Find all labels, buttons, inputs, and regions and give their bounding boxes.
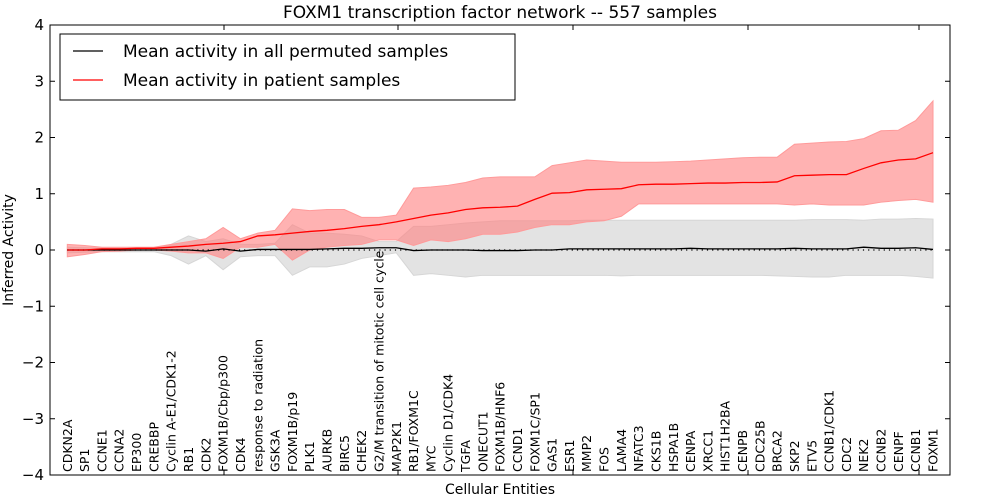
x-category-labels: CDKN2A SP1 CCNE1 CCNA2 EP300 CREBBP Cyclin A-E… xyxy=(60,250,941,473)
chart-title: FOXM1 transcription factor network -- 55… xyxy=(283,3,717,23)
x-category-label: CREBBP xyxy=(146,422,161,472)
x-category-label: TGFA xyxy=(458,440,473,473)
legend-box xyxy=(59,33,516,101)
x-category-label: RB1/FOXM1C xyxy=(406,390,421,472)
x-category-label: CENPB xyxy=(735,430,750,472)
x-category-label: CDC2 xyxy=(839,437,854,472)
y-tick-label: −4 xyxy=(22,466,44,484)
x-axis-ticks xyxy=(223,25,920,475)
y-tick-label: 4 xyxy=(34,16,44,34)
x-category-label: CENPA xyxy=(683,430,698,472)
y-tick-label: 0 xyxy=(34,241,44,259)
y-tick-label: −1 xyxy=(22,297,44,315)
x-category-label: XRCC1 xyxy=(700,430,715,472)
x-category-label: ESR1 xyxy=(562,440,577,472)
x-category-label: CDKN2A xyxy=(60,419,75,472)
legend: Mean activity in all permuted samples Me… xyxy=(59,33,516,101)
confidence-bands xyxy=(66,99,934,279)
x-category-label: Cyclin D1/CDK4 xyxy=(441,374,456,472)
x-category-label: MAP2K1 xyxy=(389,421,404,472)
x-category-label: MMP2 xyxy=(579,435,594,472)
series-lines xyxy=(67,152,934,252)
x-category-label: CCNE1 xyxy=(94,429,109,472)
x-category-label: G2/M transition of mitotic cell cycle xyxy=(371,250,386,472)
x-category-label: EP300 xyxy=(129,433,144,472)
x-category-label: FOXM1B/Cbp/p300 xyxy=(216,355,231,472)
x-category-label: NFATC3 xyxy=(631,425,646,472)
x-category-label: FOXM1 xyxy=(926,428,941,472)
y-tick-label: 2 xyxy=(34,129,44,147)
x-category-label: BIRC5 xyxy=(337,435,352,472)
y-tick-label: −2 xyxy=(22,354,44,372)
x-category-label: CCNB2 xyxy=(874,429,889,472)
x-category-label: MYC xyxy=(423,445,438,472)
x-category-label: response to radiation xyxy=(250,339,265,472)
x-category-label: CCNB1 xyxy=(908,429,923,472)
x-category-label: BRCA2 xyxy=(770,430,785,472)
x-category-label: AURKB xyxy=(320,429,335,472)
x-category-label: FOS xyxy=(597,447,612,472)
x-category-label: FOXM1B/HNF6 xyxy=(493,382,508,472)
x-category-label: CCNB1/CDK1 xyxy=(822,390,837,472)
x-category-label: GSK3A xyxy=(268,429,283,472)
x-category-label: CENPF xyxy=(891,431,906,472)
x-category-label: ONECUT1 xyxy=(475,411,490,472)
x-category-label: CCND1 xyxy=(510,428,525,472)
x-category-label: GAS1 xyxy=(545,438,560,472)
x-category-label: SP1 xyxy=(77,449,92,472)
legend-label-patient: Mean activity in patient samples xyxy=(123,71,400,91)
x-category-label: PLK1 xyxy=(302,441,317,472)
x-category-label: FOXM1C/SP1 xyxy=(527,392,542,472)
y-axis-ticks: −4 −3 −2 −1 0 1 2 3 4 xyxy=(22,16,950,484)
x-category-label: FOXM1B/p19 xyxy=(285,392,300,472)
x-category-label: NEK2 xyxy=(856,439,871,472)
y-tick-label: 3 xyxy=(34,72,44,90)
x-category-label: HSPA1B xyxy=(666,423,681,472)
y-axis-label: Inferred Activity xyxy=(1,194,17,306)
x-category-label: RB1 xyxy=(181,447,196,472)
x-category-label: LAMA4 xyxy=(614,429,629,472)
x-category-label: CDK2 xyxy=(198,437,213,472)
x-category-label: HIST1H2BA xyxy=(718,400,733,472)
x-category-label: CHEK2 xyxy=(354,430,369,472)
x-axis-label: Cellular Entities xyxy=(445,482,555,498)
x-category-label: CDC25B xyxy=(752,420,767,472)
legend-label-permuted: Mean activity in all permuted samples xyxy=(123,42,448,62)
x-category-label: CKS1B xyxy=(648,431,663,472)
y-tick-label: 1 xyxy=(34,185,44,203)
x-category-label: SKP2 xyxy=(787,440,802,472)
x-category-label: Cyclin A-E1/CDK1-2 xyxy=(164,350,179,472)
patient-band xyxy=(66,99,934,261)
y-tick-label: −3 xyxy=(22,410,44,428)
x-category-label: CDK4 xyxy=(233,437,248,472)
x-category-label: CCNA2 xyxy=(112,429,127,472)
x-category-label: ETV5 xyxy=(804,440,819,472)
